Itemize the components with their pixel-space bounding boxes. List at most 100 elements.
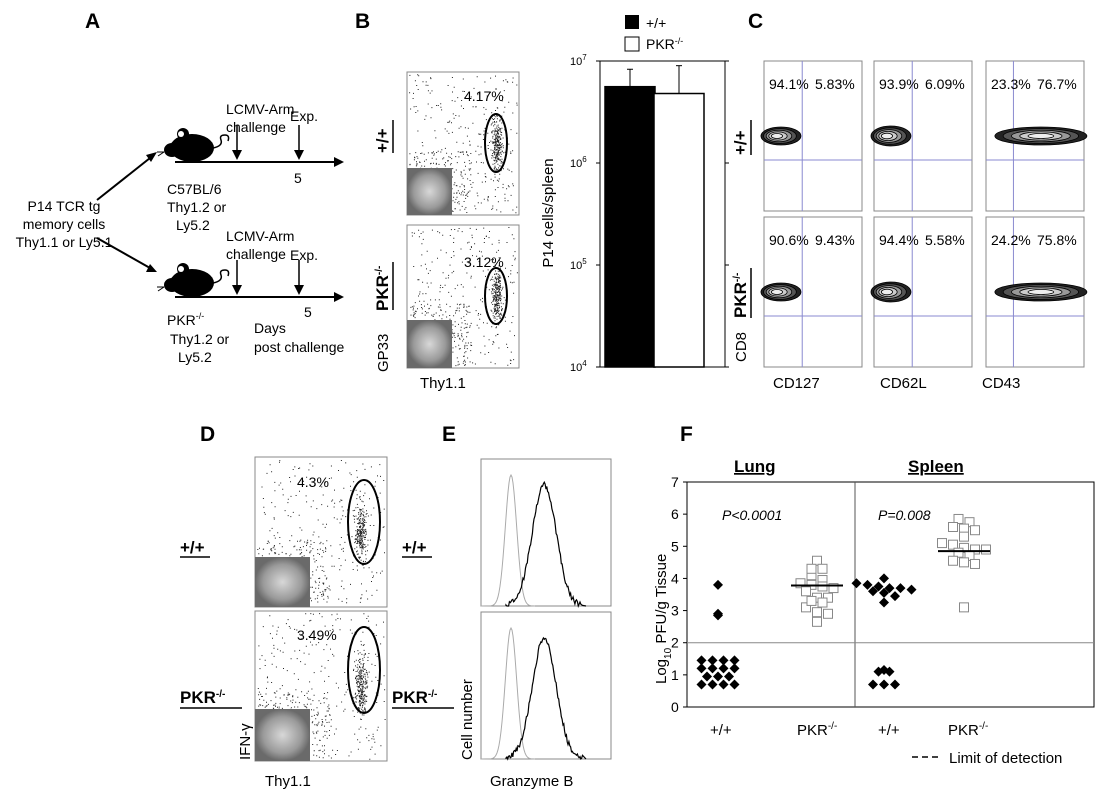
ylabel-c: CD8 [733, 332, 750, 362]
f-point-square [806, 595, 817, 606]
challenge-label-ko-1: LCMV-Arm [226, 228, 294, 244]
panel-e: E +/+ PKR-/- Cell number Granzyme B [392, 423, 612, 790]
contour-pct-left: 93.9% [879, 76, 919, 92]
mouse-icon-wt [157, 128, 230, 162]
f-ytick-label: 6 [671, 506, 679, 522]
day-label-ko: 5 [304, 304, 312, 320]
contour-pct-right: 6.09% [925, 76, 965, 92]
f-point-square [812, 616, 822, 627]
f-point-diamond [724, 671, 734, 682]
bar-ko [653, 92, 705, 368]
contour-ring [880, 132, 893, 140]
bar-chart-p14: 104 105 106 107 P14 cells/spleen +/+ PKR-/- [540, 15, 729, 374]
f-ytick-label: 5 [671, 538, 679, 554]
facs-plot-d-wt: 4.3% [254, 456, 388, 608]
host-ko-line-2: Thy1.2 or [170, 331, 229, 347]
f-point-diamond [868, 679, 878, 690]
f-point-diamond [895, 583, 906, 594]
bar-ytick-label: 106 [570, 155, 587, 170]
f-point-square [970, 558, 980, 569]
row-label-d-ko: PKR-/- [180, 688, 225, 707]
panel-c: C 94.1% 5.83% 93.9% 6.09% 23.3% 76.7% 90.6% 9.4… [731, 10, 1088, 392]
contour-pct-left: 94.4% [879, 232, 919, 248]
panel-a: A P14 TCR tg memory cells Thy1.1 or Ly5.… [16, 10, 345, 365]
timeline-wt-arrowhead [334, 157, 344, 167]
host-ko-line-3: Ly5.2 [178, 349, 212, 365]
source-line-3: Thy1.1 or Ly5.1 [16, 234, 113, 250]
histogram-granzyme-curve [505, 636, 587, 761]
f-point-diamond [868, 586, 878, 597]
panel-d-letter: D [200, 423, 215, 446]
f-point-square [959, 557, 969, 568]
f-title-lung: Lung [734, 457, 776, 476]
branch-arrow-wt [96, 157, 151, 201]
bar-ytick-label: 104 [570, 359, 587, 374]
f-point-square [812, 555, 822, 566]
source-label: P14 TCR tg memory cells Thy1.1 or Ly5.1 [16, 198, 113, 250]
f-point-square [795, 578, 806, 589]
contour-plot-wt-cd62l: 93.9% 6.09% [870, 60, 973, 212]
f-point-diamond [718, 655, 729, 666]
contour-pct-right: 9.43% [815, 232, 855, 248]
f-ytick-label: 2 [671, 635, 679, 651]
bar-legend: +/+ PKR-/- [624, 15, 683, 52]
pct-b-wt: 4.17% [464, 88, 504, 104]
f-point-diamond [702, 671, 712, 682]
contour-plot-ko-cd127: 90.6% 9.43% [760, 216, 863, 368]
f-point-square [948, 522, 958, 532]
xlabel-b: Thy1.1 [420, 375, 466, 392]
contour-ring [880, 288, 893, 296]
panel-c-letter: C [748, 10, 763, 33]
panel-d: D 4.3% 3.49% +/+ PKR-/- IFN-γ Thy1.1 [180, 423, 388, 790]
gate-d-wt [347, 479, 381, 565]
f-ytick-label: 1 [671, 667, 679, 683]
f-point-square [948, 539, 958, 550]
pct-b-ko: 3.12% [464, 254, 504, 270]
branch-arrowhead-wt [146, 152, 157, 162]
f-group-spleen-ko: PKR-/- [948, 721, 988, 739]
gate-d-ko [347, 626, 381, 714]
panel-b-letter: B [355, 10, 370, 33]
f-point-square [801, 602, 811, 613]
f-point-square [823, 608, 833, 619]
f-title-spleen: Spleen [908, 457, 964, 476]
panel-a-letter: A [85, 10, 100, 33]
f-point-square [817, 563, 828, 574]
row-label-c-wt: +/+ [731, 130, 750, 155]
f-point-diamond [696, 679, 707, 690]
f-point-diamond [696, 655, 707, 666]
challenge-label-wt-1: LCMV-Arm [226, 101, 294, 117]
f-point-square [801, 586, 811, 597]
f-ytick-label: 3 [671, 603, 679, 619]
f-point-square [970, 525, 980, 536]
histogram-e-ko-frame [480, 611, 612, 760]
f-point-diamond [718, 679, 729, 690]
f-point-square [964, 517, 975, 528]
ylabel-e: Cell number [459, 679, 476, 760]
contour-plot-ko-cd43: 24.2% 75.8% [985, 216, 1088, 368]
bar-chart-ylabel: P14 cells/spleen [540, 158, 557, 267]
xlabel-c-1: CD127 [773, 375, 820, 392]
f-ytick-label: 0 [671, 699, 679, 715]
f-pvalue-lung: P<0.0001 [722, 507, 782, 523]
f-point-square [959, 602, 969, 613]
row-label-c-ko: PKR-/- [731, 273, 750, 318]
f-point-diamond [906, 584, 917, 595]
f-group-lung-ko: PKR-/- [797, 721, 837, 739]
contour-pct-left: 24.2% [991, 232, 1031, 248]
bar-wt [604, 85, 656, 368]
panel-b: B 4.17% 3.12% +/+ PKR-/- GP33 Thy1.1 104… [355, 10, 729, 392]
f-point-diamond [890, 591, 900, 602]
mouse-icon-ko [157, 263, 230, 297]
contour-ring [770, 133, 783, 139]
f-point-diamond [879, 573, 889, 584]
row-label-e-wt: +/+ [402, 538, 427, 557]
row-label-b-ko: PKR-/- [373, 266, 392, 311]
f-point-diamond [707, 663, 718, 674]
f-point-square [937, 538, 947, 549]
contour-pct-right: 76.7% [1037, 76, 1077, 92]
f-point-diamond [873, 581, 884, 592]
f-point-diamond [879, 665, 889, 676]
f-legend-text: Limit of detection [949, 750, 1062, 767]
f-point-diamond [696, 663, 707, 674]
